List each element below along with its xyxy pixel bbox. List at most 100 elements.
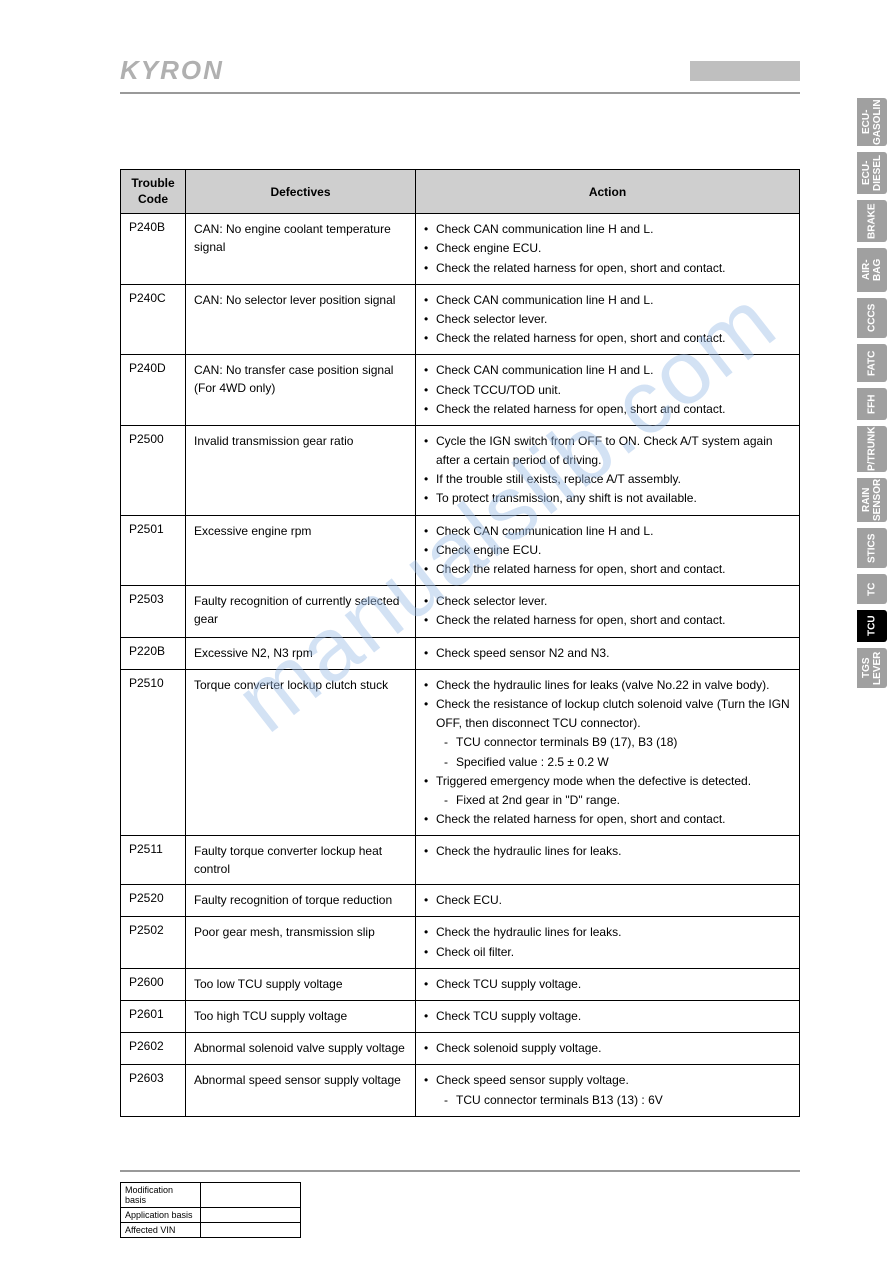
action-cell: Check speed sensor supply voltage.TCU co…	[416, 1065, 800, 1116]
defectives-cell: CAN: No selector lever position signal	[186, 284, 416, 355]
action-sub-item: Fixed at 2nd gear in "D" range.	[436, 791, 791, 810]
side-tab[interactable]: BRAKE	[857, 200, 887, 242]
action-cell: Check CAN communication line H and L.Che…	[416, 284, 800, 355]
defectives-cell: CAN: No transfer case position signal (F…	[186, 355, 416, 426]
action-cell: Check the hydraulic lines for leaks.	[416, 836, 800, 885]
action-cell: Check ECU.	[416, 885, 800, 917]
action-cell: Check speed sensor N2 and N3.	[416, 637, 800, 669]
meta-key: Modification basis	[121, 1183, 201, 1208]
meta-key: Affected VIN	[121, 1223, 201, 1238]
action-item: Check the resistance of lockup clutch so…	[424, 695, 791, 772]
action-item: Check CAN communication line H and L.	[424, 291, 791, 310]
action-cell: Check the hydraulic lines for leaks.Chec…	[416, 917, 800, 968]
action-item: Check the hydraulic lines for leaks.	[424, 923, 791, 942]
action-item: Check CAN communication line H and L.	[424, 361, 791, 380]
action-item: Check the related harness for open, shor…	[424, 259, 791, 278]
side-tab[interactable]: CCCS	[857, 298, 887, 338]
action-item: Check the related harness for open, shor…	[424, 329, 791, 348]
col-header-code: Trouble Code	[121, 170, 186, 214]
side-tab[interactable]: ECU-DIESEL	[857, 152, 887, 194]
meta-val	[201, 1208, 301, 1223]
table-row: P2501Excessive engine rpmCheck CAN commu…	[121, 515, 800, 586]
trouble-code-cell: P2502	[121, 917, 186, 968]
defectives-cell: Excessive N2, N3 rpm	[186, 637, 416, 669]
defectives-cell: Faulty recognition of currently selected…	[186, 586, 416, 637]
dtc-table: Trouble Code Defectives Action P240BCAN:…	[120, 169, 800, 1117]
action-item: Check ECU.	[424, 891, 791, 910]
side-tab[interactable]: RAIN SENSOR	[857, 478, 887, 522]
defectives-cell: CAN: No engine coolant temperature signa…	[186, 214, 416, 285]
action-item: Check the related harness for open, shor…	[424, 611, 791, 630]
action-item: Check CAN communication line H and L.	[424, 522, 791, 541]
side-tab[interactable]: TCU	[857, 610, 887, 642]
defectives-cell: Faulty torque converter lockup heat cont…	[186, 836, 416, 885]
trouble-code-cell: P2503	[121, 586, 186, 637]
trouble-code-cell: P2520	[121, 885, 186, 917]
trouble-code-cell: P2603	[121, 1065, 186, 1116]
action-cell: Check CAN communication line H and L. Che…	[416, 515, 800, 586]
action-item: Check oil filter.	[424, 943, 791, 962]
table-row: P240CCAN: No selector lever position sig…	[121, 284, 800, 355]
defectives-cell: Faulty recognition of torque reduction	[186, 885, 416, 917]
side-tab[interactable]: STICS	[857, 528, 887, 568]
defectives-cell: Poor gear mesh, transmission slip	[186, 917, 416, 968]
side-tab[interactable]: AIR-BAG	[857, 248, 887, 292]
trouble-code-cell: P2601	[121, 1001, 186, 1033]
action-cell: Check TCU supply voltage.	[416, 968, 800, 1000]
action-item: Check the related harness for open, shor…	[424, 560, 791, 579]
side-tab[interactable]: FFH	[857, 388, 887, 420]
action-cell: Check solenoid supply voltage.	[416, 1033, 800, 1065]
action-item: Check the related harness for open, shor…	[424, 810, 791, 829]
side-tab[interactable]: P/TRUNK	[857, 426, 887, 472]
meta-key: Application basis	[121, 1208, 201, 1223]
action-sub-item: Specified value : 2.5 ± 0.2 W	[436, 753, 791, 772]
table-row: P2603Abnormal speed sensor supply voltag…	[121, 1065, 800, 1116]
col-header-defectives: Defectives	[186, 170, 416, 214]
table-row: P2500Invalid transmission gear ratioCycl…	[121, 425, 800, 515]
action-item: Triggered emergency mode when the defect…	[424, 772, 791, 810]
action-cell: Check CAN communication line H and L.Che…	[416, 214, 800, 285]
action-cell: Check the hydraulic lines for leaks (val…	[416, 669, 800, 836]
defectives-cell: Abnormal solenoid valve supply voltage	[186, 1033, 416, 1065]
action-item: Check engine ECU.	[424, 239, 791, 258]
trouble-code-cell: P240D	[121, 355, 186, 426]
defectives-cell: Torque converter lockup clutch stuck	[186, 669, 416, 836]
action-item: Check TCCU/TOD unit.	[424, 381, 791, 400]
action-sub-item: TCU connector terminals B9 (17), B3 (18)	[436, 733, 791, 752]
side-tab[interactable]: ECU-GASOLIN	[857, 98, 887, 146]
trouble-code-cell: P220B	[121, 637, 186, 669]
table-row: P2601Too high TCU supply voltageCheck TC…	[121, 1001, 800, 1033]
action-sub-item: TCU connector terminals B13 (13) : 6V	[436, 1091, 791, 1110]
table-row: P240DCAN: No transfer case position sign…	[121, 355, 800, 426]
action-item: Cycle the IGN switch from OFF to ON. Che…	[424, 432, 791, 470]
action-item: Check the hydraulic lines for leaks.	[424, 842, 791, 861]
defectives-cell: Too low TCU supply voltage	[186, 968, 416, 1000]
side-tab[interactable]: TGS LEVER	[857, 648, 887, 688]
action-item: Check TCU supply voltage.	[424, 1007, 791, 1026]
trouble-code-cell: P2602	[121, 1033, 186, 1065]
meta-val	[201, 1183, 301, 1208]
action-item: If the trouble still exists, replace A/T…	[424, 470, 791, 489]
action-item: Check speed sensor supply voltage.TCU co…	[424, 1071, 791, 1109]
table-row: P2602Abnormal solenoid valve supply volt…	[121, 1033, 800, 1065]
action-item: Check CAN communication line H and L.	[424, 220, 791, 239]
action-item: Check the related harness for open, shor…	[424, 400, 791, 419]
trouble-code-cell: P240B	[121, 214, 186, 285]
action-item: Check speed sensor N2 and N3.	[424, 644, 791, 663]
action-cell: Check TCU supply voltage.	[416, 1001, 800, 1033]
header-placeholder-box	[690, 61, 800, 81]
trouble-code-cell: P2501	[121, 515, 186, 586]
table-row: P220BExcessive N2, N3 rpm Check speed sen…	[121, 637, 800, 669]
table-row: P2503Faulty recognition of currently sel…	[121, 586, 800, 637]
side-tab[interactable]: TC	[857, 574, 887, 604]
meta-table: Modification basis Application basis Aff…	[120, 1182, 301, 1238]
header-divider	[120, 92, 800, 94]
action-cell: Check selector lever.Check the related h…	[416, 586, 800, 637]
action-item: To protect transmission, any shift is no…	[424, 489, 791, 508]
trouble-code-cell: P2500	[121, 425, 186, 515]
defectives-cell: Invalid transmission gear ratio	[186, 425, 416, 515]
table-row: P2600Too low TCU supply voltageCheck TCU…	[121, 968, 800, 1000]
side-tab[interactable]: FATC	[857, 344, 887, 382]
action-item: Check selector lever.	[424, 310, 791, 329]
defectives-cell: Abnormal speed sensor supply voltage	[186, 1065, 416, 1116]
